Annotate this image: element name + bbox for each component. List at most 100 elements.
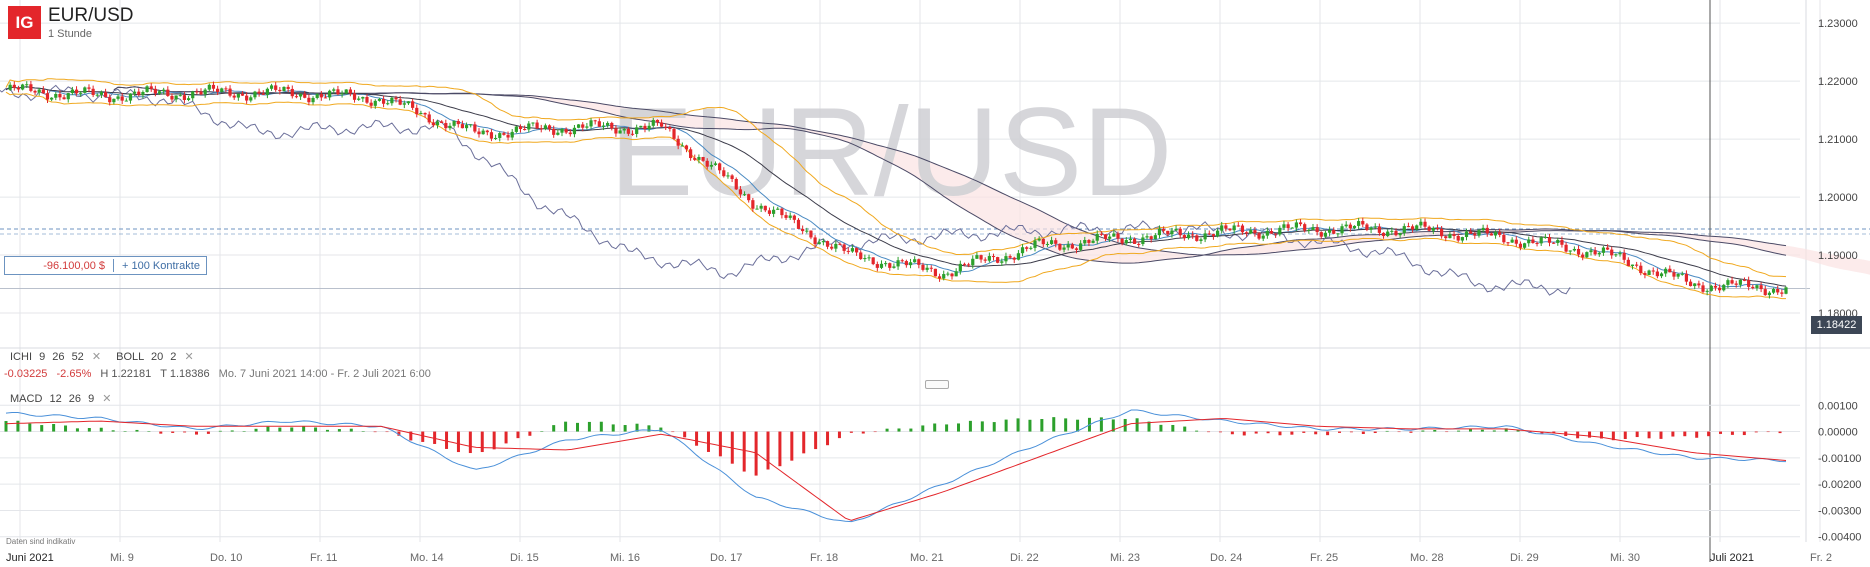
candle-body [846, 250, 850, 252]
candle-body [1045, 243, 1050, 245]
candle-body [124, 100, 128, 102]
macd-histogram-bar [325, 429, 329, 432]
candle-body [1527, 239, 1531, 244]
candle-body [211, 84, 216, 89]
price-axis-label: 1.21000 [1818, 134, 1858, 146]
macd-histogram-bar [1016, 418, 1020, 432]
macd-histogram-bar [1611, 431, 1615, 441]
candle-body [99, 92, 104, 95]
candle-body [1074, 248, 1079, 250]
candle-body [1776, 289, 1780, 293]
candle-body [45, 93, 50, 100]
candle-body [1485, 227, 1489, 234]
candle-body [1062, 247, 1066, 250]
price-change: -0.03225 [4, 368, 48, 380]
candle-body [1274, 233, 1278, 235]
candle-body [386, 103, 390, 105]
candle-body [1759, 285, 1763, 290]
candle-body [713, 163, 718, 165]
candle-body [1157, 228, 1162, 236]
macd-remove-icon[interactable]: ✕ [102, 393, 112, 405]
candle-body [1004, 256, 1008, 262]
candle-body [1365, 224, 1369, 230]
macd-histogram-bar [576, 422, 580, 432]
candle-body [622, 128, 626, 131]
candle-body [1307, 229, 1311, 231]
candle-body [502, 133, 506, 135]
interval-label[interactable]: 1 Stunde [48, 28, 93, 40]
candle-body [593, 120, 597, 122]
candle-body [1780, 292, 1784, 294]
candle-body [1481, 227, 1485, 231]
candle-body [871, 257, 875, 265]
candle-body [398, 99, 402, 105]
candle-body [1664, 268, 1668, 274]
candle-body [1153, 235, 1157, 240]
candle-body [328, 90, 332, 98]
candle-body [1054, 240, 1058, 244]
macd-histogram-bar [897, 428, 901, 432]
candle-body [1207, 233, 1211, 235]
candle-body [1738, 279, 1742, 285]
candle-body [481, 130, 485, 135]
candle-body [1564, 244, 1568, 252]
macd-histogram-bar [1266, 431, 1270, 434]
candle-body [361, 96, 365, 99]
macd-histogram-bar [599, 421, 603, 432]
candle-body [365, 96, 369, 103]
current-price-tag: 1.18422 [1811, 316, 1862, 334]
candle-body [610, 122, 614, 129]
macd-histogram-bar [361, 431, 365, 432]
candle-body [1630, 264, 1635, 267]
candle-body [755, 208, 759, 210]
candle-body [357, 98, 361, 100]
candle-body [1269, 231, 1274, 234]
macd-histogram-bar [1742, 431, 1746, 436]
macd-histogram-bar [1480, 429, 1484, 432]
macd-histogram-bar [52, 424, 56, 432]
candle-body [464, 125, 469, 129]
ichi-p3: 52 [71, 351, 84, 363]
position-line-label[interactable]: -96.100,00 $ + 100 Kontrakte [4, 256, 207, 275]
candle-body [585, 126, 589, 128]
candle-body [859, 252, 863, 260]
candle-body [207, 84, 211, 90]
candle-body [589, 120, 593, 127]
ichimoku-legend[interactable]: ICHI 9 26 52 ✕ BOLL 20 2 ✕ [10, 350, 194, 363]
candle-body [1705, 290, 1709, 292]
candle-body [411, 101, 415, 108]
disclaimer: Daten sind indikativ [6, 537, 76, 546]
watermark: EUR/USD [610, 83, 1173, 222]
candle-body [722, 170, 726, 177]
candle-body [1489, 233, 1494, 236]
candle-body [1618, 252, 1622, 255]
ichi-remove-icon[interactable]: ✕ [91, 351, 102, 363]
macd-axis-label: -0.00400 [1818, 532, 1861, 544]
macd-histogram-bar [1504, 428, 1508, 432]
candle-body [145, 86, 149, 93]
candle-body [1402, 226, 1406, 233]
candle-body [162, 89, 166, 92]
symbol-title[interactable]: EUR/USD [48, 5, 134, 26]
candle-body [564, 129, 568, 133]
macd-histogram-bar [695, 431, 699, 446]
macd-legend[interactable]: MACD 12 26 9 ✕ [10, 392, 111, 405]
macd-histogram-bar [1421, 430, 1425, 432]
candle-body [1116, 233, 1120, 239]
candle-body [402, 103, 406, 105]
macd-histogram-bar [1707, 431, 1711, 437]
candle-body [863, 258, 867, 260]
macd-histogram-bar [909, 428, 913, 432]
candle-body [323, 97, 328, 99]
candle-body [1755, 285, 1759, 289]
macd-histogram-bar [1052, 417, 1056, 432]
candle-body [709, 164, 713, 167]
boll-remove-icon[interactable]: ✕ [184, 351, 194, 363]
panel-resize-handle[interactable] [925, 380, 949, 389]
macd-histogram-bar [540, 431, 544, 432]
candle-body [1610, 249, 1614, 256]
candle-body [352, 93, 357, 100]
candle-body [182, 95, 187, 100]
candle-body [377, 98, 382, 101]
